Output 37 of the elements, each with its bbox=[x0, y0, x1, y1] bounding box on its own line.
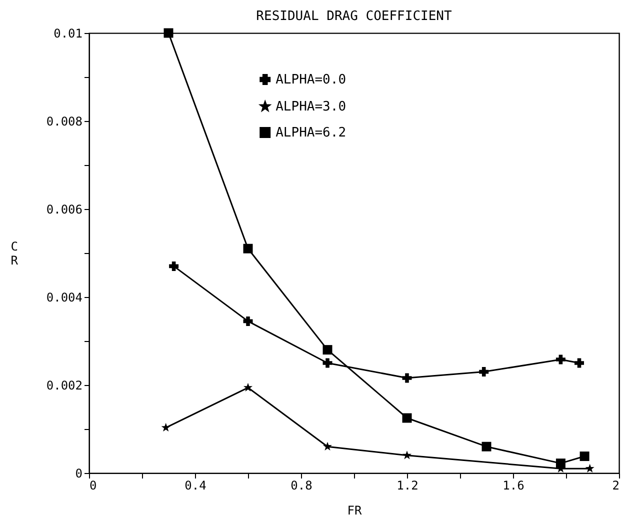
legend-label: ALPHA=0.0 bbox=[276, 72, 346, 88]
x-tick-label: 0.8 bbox=[290, 478, 312, 492]
point bbox=[164, 28, 174, 38]
x-tick-label: 1.2 bbox=[396, 478, 418, 492]
chart-title: RESIDUAL DRAG COEFFICIENT bbox=[256, 9, 452, 24]
point bbox=[479, 367, 489, 377]
point bbox=[585, 464, 594, 472]
legend-label: ALPHA=3.0 bbox=[276, 100, 346, 114]
y-tick-label: 0.006 bbox=[46, 202, 82, 216]
y-tick-label: 0.008 bbox=[46, 114, 82, 128]
y-axis-title: CR bbox=[10, 240, 19, 268]
x-tick-label: 1.6 bbox=[502, 478, 524, 492]
x-tick-label: 2 bbox=[612, 478, 620, 492]
point bbox=[402, 413, 412, 423]
x-axis-title: FR bbox=[347, 504, 362, 518]
point bbox=[402, 450, 412, 460]
point bbox=[243, 382, 253, 392]
point bbox=[556, 354, 566, 364]
x-tick-label: 0.4 bbox=[184, 478, 206, 492]
point bbox=[482, 442, 492, 452]
point bbox=[574, 358, 584, 368]
point bbox=[580, 452, 590, 462]
point bbox=[243, 244, 253, 254]
y-tick-label: 0.004 bbox=[46, 290, 82, 304]
point bbox=[161, 422, 170, 432]
x-tick-label: 0 bbox=[90, 478, 97, 492]
y-tick-label: 0.01 bbox=[54, 26, 82, 40]
point bbox=[243, 316, 253, 326]
point bbox=[169, 261, 179, 271]
point bbox=[402, 373, 412, 383]
point bbox=[322, 358, 332, 368]
legend-label: ALPHA=6.2 bbox=[276, 126, 346, 140]
y-tick-label: 0.002 bbox=[46, 378, 82, 392]
point bbox=[322, 442, 332, 450]
y-tick-label: 0 bbox=[75, 466, 82, 480]
point bbox=[322, 345, 332, 355]
point bbox=[556, 458, 566, 468]
